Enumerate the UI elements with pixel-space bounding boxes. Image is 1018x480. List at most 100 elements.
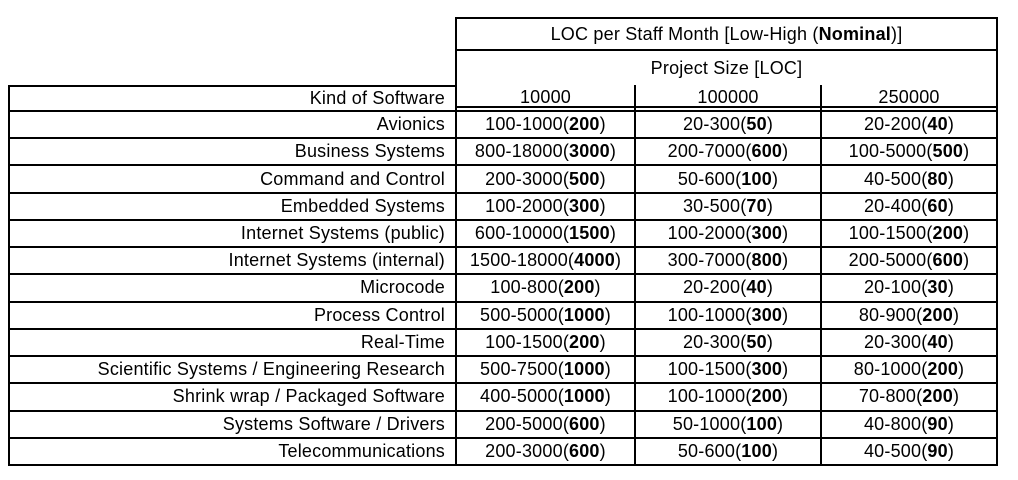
loc-range: 40-800 — [863, 413, 922, 434]
row-label: Telecommunications — [8, 438, 455, 466]
loc-cell: 600-100001500 — [455, 220, 634, 249]
loc-nominal: 600 — [926, 250, 969, 271]
loc-cell: 200-5000600 — [455, 411, 634, 439]
loc-nominal: 30 — [921, 277, 954, 298]
loc-nominal: 500 — [563, 169, 606, 190]
loc-nominal: 40 — [921, 332, 954, 353]
row-label: Embedded Systems — [8, 193, 455, 221]
loc-range: 600-10000 — [474, 223, 563, 244]
loc-cell: 1500-180004000 — [455, 248, 634, 276]
loc-range: 100-1000 — [485, 114, 563, 135]
loc-range: 300-7000 — [667, 250, 746, 271]
loc-nominal: 1500 — [563, 223, 616, 244]
loc-cell: 20-30040 — [820, 329, 998, 358]
loc-cell: 20-20040 — [820, 112, 998, 140]
size-column-header-250000: 250000 — [820, 85, 998, 112]
loc-nominal: 100 — [735, 441, 778, 462]
loc-range: 80-900 — [858, 304, 917, 325]
loc-cell: 100-1500300 — [634, 357, 820, 385]
loc-nominal: 1000 — [558, 305, 611, 326]
loc-cell: 50-1000100 — [634, 411, 820, 439]
row-label: Real-Time — [8, 329, 455, 358]
loc-nominal: 200 — [563, 332, 606, 353]
loc-cell: 50-600100 — [634, 438, 820, 466]
row-label: Process Control — [8, 302, 455, 330]
loc-cell: 200-7000600 — [634, 139, 820, 167]
loc-nominal: 40 — [740, 277, 773, 298]
loc-range: 100-1000 — [667, 304, 746, 325]
loc-cell: 100-1000200 — [455, 112, 634, 140]
loc-range: 100-5000 — [848, 141, 927, 162]
loc-cell: 50-600100 — [634, 166, 820, 194]
loc-cell: 20-10030 — [820, 275, 998, 303]
loc-cell: 500-50001000 — [455, 302, 634, 330]
loc-nominal: 200 — [916, 386, 959, 407]
loc-range: 100-1500 — [667, 359, 746, 380]
loc-cell: 80-1000200 — [820, 357, 998, 385]
loc-range: 70-800 — [858, 386, 917, 407]
loc-range: 100-1000 — [667, 386, 746, 407]
loc-cell: 20-40060 — [820, 193, 998, 221]
loc-range: 100-2000 — [485, 195, 563, 216]
loc-cell: 100-1500200 — [820, 220, 998, 249]
row-label: Microcode — [8, 275, 455, 303]
row-label: Internet Systems (internal) — [8, 248, 455, 276]
row-label: Command and Control — [8, 166, 455, 194]
loc-cell: 20-30050 — [634, 112, 820, 140]
loc-nominal: 3000 — [563, 141, 616, 162]
loc-nominal: 100 — [735, 169, 778, 190]
loc-range: 80-1000 — [853, 359, 922, 380]
loc-range: 20-300 — [682, 114, 741, 135]
loc-cell: 100-2000300 — [634, 220, 820, 249]
loc-range: 1500-18000 — [469, 250, 568, 271]
loc-cell: 40-80090 — [820, 411, 998, 439]
loc-nominal: 200 — [745, 386, 788, 407]
loc-cell: 200-3000600 — [455, 438, 634, 466]
row-label: Scientific Systems / Engineering Researc… — [8, 357, 455, 385]
loc-nominal: 300 — [563, 196, 606, 217]
loc-cell: 40-50090 — [820, 438, 998, 466]
loc-nominal: 50 — [740, 332, 773, 353]
kind-of-software-header: Kind of Software — [8, 85, 455, 112]
size-column-header-100000: 100000 — [634, 85, 820, 112]
loc-cell: 30-50070 — [634, 193, 820, 221]
loc-cell: 300-7000800 — [634, 248, 820, 276]
loc-range: 200-3000 — [485, 440, 563, 461]
loc-cell: 70-800200 — [820, 384, 998, 412]
loc-cell: 100-1500200 — [455, 329, 634, 358]
loc-cell: 20-30050 — [634, 329, 820, 358]
size-column-header-10000: 10000 — [455, 85, 634, 112]
row-label: Shrink wrap / Packaged Software — [8, 384, 455, 412]
loc-range: 200-5000 — [848, 250, 927, 271]
loc-nominal: 300 — [745, 359, 788, 380]
loc-range: 100-800 — [490, 277, 558, 298]
table-title-pre: LOC per Staff Month [Low-High ( — [550, 23, 819, 44]
loc-nominal: 200 — [926, 223, 969, 244]
loc-nominal: 60 — [921, 196, 954, 217]
loc-per-staff-month-table: LOC per Staff Month [Low-High (Nominal)]… — [8, 17, 998, 466]
loc-nominal: 1000 — [558, 386, 611, 407]
blank-corner-row1 — [8, 17, 455, 51]
loc-cell: 80-900200 — [820, 302, 998, 330]
loc-nominal: 200 — [916, 305, 959, 326]
loc-nominal: 70 — [740, 196, 773, 217]
loc-nominal: 80 — [921, 169, 954, 190]
loc-range: 400-5000 — [480, 386, 558, 407]
loc-range: 200-7000 — [667, 141, 746, 162]
loc-nominal: 90 — [921, 414, 954, 435]
loc-cell: 200-3000500 — [455, 166, 634, 194]
loc-nominal: 300 — [745, 223, 788, 244]
loc-range: 20-100 — [863, 277, 922, 298]
loc-cell: 20-20040 — [634, 275, 820, 303]
loc-nominal: 800 — [745, 250, 788, 271]
table-title: LOC per Staff Month [Low-High (Nominal)] — [455, 17, 998, 51]
loc-range: 800-18000 — [474, 141, 563, 162]
loc-cell: 100-1000300 — [634, 302, 820, 330]
table-title-post: )] — [891, 23, 903, 44]
loc-range: 20-300 — [682, 331, 741, 352]
loc-cell: 100-1000200 — [634, 384, 820, 412]
loc-range: 20-200 — [863, 114, 922, 135]
loc-range: 100-2000 — [667, 223, 746, 244]
loc-cell: 100-5000500 — [820, 139, 998, 167]
loc-nominal: 100 — [740, 414, 783, 435]
